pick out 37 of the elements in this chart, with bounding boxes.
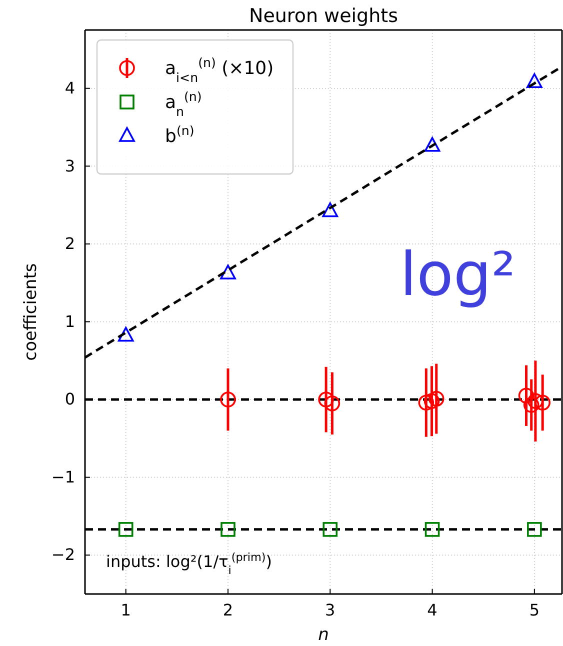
point bbox=[534, 394, 550, 411]
y-axis-title: coefficients bbox=[21, 263, 41, 361]
point bbox=[118, 522, 134, 537]
x-tick-label: 5 bbox=[529, 600, 540, 620]
y-tick-label: 0 bbox=[64, 390, 75, 409]
point bbox=[424, 393, 440, 409]
point bbox=[220, 264, 236, 280]
annotation: log² bbox=[400, 240, 516, 310]
x-tick-label: 2 bbox=[222, 600, 234, 620]
legend-label: a$_{i<n}$$^{(n)}$ (×10) bbox=[165, 54, 274, 84]
point bbox=[220, 522, 236, 537]
y-tick-label: 2 bbox=[64, 234, 75, 254]
x-axis-title: n bbox=[318, 625, 329, 645]
point bbox=[424, 522, 440, 537]
point bbox=[428, 390, 444, 407]
y-tick-label: −1 bbox=[51, 467, 75, 486]
point bbox=[526, 73, 542, 88]
point bbox=[118, 326, 134, 342]
x-tick-label: 1 bbox=[120, 600, 131, 620]
y-tick-label: 3 bbox=[64, 156, 75, 176]
point bbox=[318, 392, 334, 408]
x-tick-label: 3 bbox=[325, 600, 336, 620]
point bbox=[322, 522, 338, 537]
y-tick-label: 4 bbox=[64, 78, 75, 98]
point bbox=[324, 396, 340, 412]
annotation: inputs: log²(1/τ$_{i}$$^{(prim)}$) bbox=[106, 550, 272, 576]
point bbox=[527, 522, 542, 537]
point bbox=[518, 388, 534, 404]
x-tick-label: 4 bbox=[427, 600, 438, 620]
y-tick-label: −2 bbox=[51, 545, 75, 564]
point bbox=[322, 202, 338, 218]
point bbox=[418, 394, 434, 411]
y-tick-label: 1 bbox=[64, 312, 75, 331]
chart-title: Neuron weights bbox=[248, 5, 398, 27]
point bbox=[220, 392, 236, 408]
legend-label: b$^{(n)}$ bbox=[165, 122, 194, 147]
point bbox=[424, 137, 440, 152]
